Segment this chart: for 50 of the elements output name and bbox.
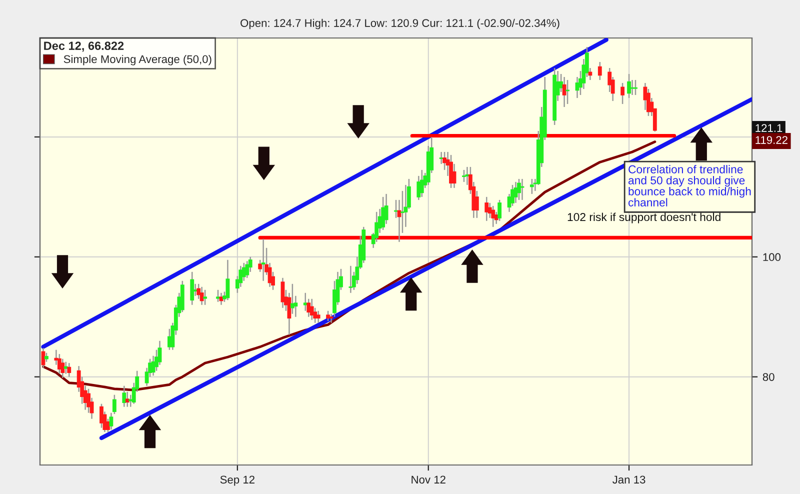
candlestick: [326, 310, 330, 322]
candlestick: [100, 403, 104, 428]
candlestick: [498, 199, 502, 222]
candlestick: [109, 412, 114, 430]
candlestick: [67, 362, 72, 378]
candlestick: [491, 205, 496, 228]
candlestick: [634, 79, 638, 96]
candlestick: [60, 358, 65, 379]
candlestick: [226, 259, 230, 301]
candlestick: [627, 73, 631, 99]
candlestick: [420, 169, 424, 198]
candlestick: [310, 298, 314, 320]
candlestick: [41, 347, 46, 368]
candlestick: [630, 79, 634, 96]
candlestick: [620, 82, 625, 105]
candlestick: [462, 169, 466, 183]
legend-label: Simple Moving Average (50,0): [64, 54, 212, 66]
candlestick: [381, 196, 386, 231]
x-tick-label: Sep 12: [220, 476, 254, 486]
candlestick: [125, 391, 130, 408]
annotation: Correlation of trendline and 50 day should give bounce back to mid/high channel: [628, 165, 751, 206]
candlestick: [449, 154, 453, 189]
annotation: 102 risk if support doesn't hold: [568, 212, 720, 224]
candlestick: [316, 310, 320, 324]
candlestick: [190, 271, 194, 306]
text: 121.1: [756, 124, 782, 132]
candlestick: [530, 178, 534, 195]
candlestick: [348, 265, 353, 294]
candlestick: [439, 151, 444, 165]
candlestick: [200, 286, 204, 306]
y-tick-label: 80: [762, 373, 774, 381]
x-tick-label: Nov 12: [412, 476, 446, 484]
candlestick: [122, 385, 126, 408]
chart-subtitle: Open: 124.7 High: 124.7 Low: 120.9 Cur: 121.1 (-02.90/-02.34%): [240, 18, 560, 30]
candlestick: [245, 260, 250, 279]
legend-title: Dec 12, 66.822: [44, 42, 124, 52]
y-tick-label: 100: [763, 253, 781, 262]
candlestick: [216, 289, 220, 302]
candlestick: [598, 61, 602, 81]
text: 119.22: [756, 136, 788, 144]
candlestick: [484, 196, 489, 222]
candlestick: [474, 190, 479, 219]
candlestick: [261, 238, 266, 282]
candlestick: [112, 394, 116, 415]
candlestick: [203, 289, 208, 306]
candlestick: [64, 361, 68, 374]
candlestick: [303, 292, 308, 312]
candlestick: [465, 166, 470, 186]
x-tick-label: Jan 13: [612, 476, 646, 484]
candlestick: [517, 178, 521, 201]
